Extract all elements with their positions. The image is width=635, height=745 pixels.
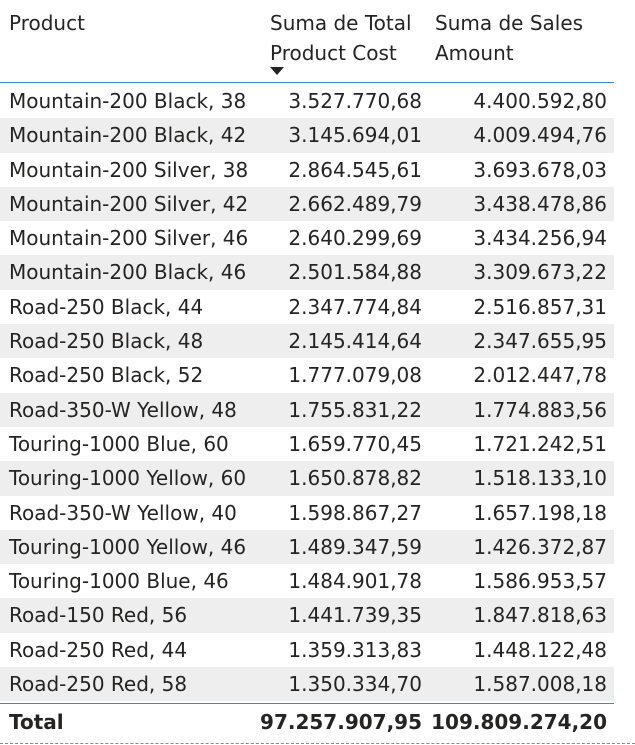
table-row[interactable]: Mountain-200 Silver, 38 2.864.545,61 3.693… [0, 153, 614, 187]
column-header-product[interactable]: Product [9, 11, 85, 35]
product-cell: Road-150 Red, 56 [9, 603, 188, 628]
table-row[interactable]: Road-350-W Yellow, 40 1.598.867,27 1.657.1… [0, 496, 614, 530]
product-cell: Road-250 Black, 48 [9, 329, 204, 354]
total-product-cost-cell: 1.441.739,35 [288, 603, 422, 628]
total-product-cost-cell: 3.527.770,68 [288, 89, 422, 113]
table-row[interactable]: Road-250 Black, 44 2.347.774,84 2.516.857,… [0, 290, 614, 324]
product-cell: Mountain-200 Silver, 46 [9, 226, 249, 251]
table-row[interactable]: Road-150 Red, 56 1.441.739,35 1.847.818,63 [0, 598, 614, 633]
product-cell: Road-250 Black, 44 [9, 294, 204, 319]
sales-amount-cell: 3.434.256,94 [473, 226, 607, 251]
visual-bottom-border [0, 743, 635, 744]
sales-amount-cell: 1.426.372,87 [473, 534, 607, 559]
product-cell: Touring-1000 Yellow, 60 [9, 466, 247, 491]
total-product-cost-cell: 1.359.313,83 [288, 637, 422, 662]
product-cell: Road-250 Black, 52 [9, 363, 204, 388]
product-cell: Mountain-200 Silver, 42 [9, 191, 249, 216]
product-cell: Touring-1000 Yellow, 46 [9, 534, 247, 559]
total-product-cost-cell: 1.659.770,45 [288, 431, 422, 456]
total-product-cost-cell: 1.650.878,82 [288, 466, 422, 491]
product-cell: Road-250 Red, 44 [9, 637, 188, 662]
table-row[interactable]: Touring-1000 Blue, 46 1.484.901,78 1.586.9… [0, 564, 614, 598]
total-product-cost-cell: 1.755.831,22 [288, 397, 422, 422]
product-cell: Touring-1000 Blue, 60 [9, 431, 229, 456]
table-row[interactable]: Road-250 Red, 58 1.350.334,70 1.587.008,18 [0, 667, 614, 702]
total-product-cost-cell: 2.662.489,79 [288, 191, 422, 216]
total-product-cost-cell: 1.489.347,59 [288, 534, 422, 559]
sales-amount-cell: 1.774.883,56 [473, 397, 607, 422]
total-product-cost: 97.257.907,95 [260, 710, 422, 734]
table-row[interactable]: Mountain-200 Black, 38 3.527.770,68 4.400.… [0, 84, 614, 118]
total-label: Total [9, 710, 64, 734]
table-row[interactable]: Road-250 Black, 52 1.777.079,08 2.012.447,… [0, 358, 614, 392]
total-product-cost-cell: 1.350.334,70 [288, 672, 422, 697]
total-product-cost-cell: 2.864.545,61 [288, 157, 422, 182]
sort-descending-icon[interactable] [270, 67, 284, 75]
product-cell: Mountain-200 Black, 42 [9, 123, 247, 148]
sales-amount-cell: 2.012.447,78 [473, 363, 607, 388]
table-row[interactable]: Touring-1000 Blue, 60 1.659.770,45 1.721.2… [0, 427, 614, 461]
product-cell: Road-350-W Yellow, 48 [9, 397, 237, 422]
sales-amount-cell: 1.586.953,57 [473, 569, 607, 594]
table-row[interactable]: Mountain-200 Black, 42 3.145.694,01 4.009.… [0, 118, 614, 153]
product-cell: Mountain-200 Silver, 38 [9, 157, 249, 182]
total-product-cost-cell: 1.484.901,78 [288, 569, 422, 594]
table-row[interactable]: Mountain-200 Silver, 42 2.662.489,79 3.438… [0, 186, 614, 222]
table-row[interactable]: Touring-1000 Yellow, 60 1.650.878,82 1.518… [0, 461, 614, 496]
sales-amount-cell: 2.516.857,31 [473, 294, 607, 319]
total-product-cost-cell: 2.347.774,84 [288, 294, 422, 319]
table-row[interactable]: Mountain-200 Silver, 46 2.640.299,69 3.434… [0, 221, 614, 255]
table-row[interactable]: Road-250 Red, 44 1.359.313,83 1.448.122,48 [0, 633, 614, 667]
total-product-cost-cell: 3.145.694,01 [288, 123, 422, 148]
table-row[interactable]: Road-350-W Yellow, 48 1.755.831,22 1.774.8… [0, 392, 614, 427]
sales-amount-cell: 1.518.133,10 [473, 466, 607, 491]
sales-amount-cell: 1.587.008,18 [473, 672, 607, 697]
table-header: Product Suma de Total Product Cost Suma … [0, 0, 614, 83]
total-product-cost-cell: 1.598.867,27 [288, 500, 422, 525]
sales-amount-cell: 1.448.122,48 [473, 637, 607, 662]
sales-amount-cell: 3.693.678,03 [473, 157, 607, 182]
total-product-cost-cell: 1.777.079,08 [288, 363, 422, 388]
total-product-cost-cell: 2.145.414,64 [288, 329, 422, 354]
product-cell: Mountain-200 Black, 46 [9, 260, 247, 285]
table-body: Mountain-200 Black, 38 3.527.770,68 4.400.… [0, 84, 614, 702]
sales-amount-cell: 3.438.478,86 [473, 191, 607, 216]
sales-amount-cell: 4.400.592,80 [473, 89, 607, 113]
product-cell: Mountain-200 Black, 38 [9, 89, 247, 113]
sales-amount-cell: 2.347.655,95 [473, 329, 607, 354]
table-row[interactable]: Touring-1000 Yellow, 46 1.489.347,59 1.426… [0, 529, 614, 565]
total-sales-amount: 109.809.274,20 [431, 710, 607, 734]
column-header-sales-amount[interactable]: Suma de Sales Amount [435, 11, 584, 65]
product-cell: Touring-1000 Blue, 46 [9, 569, 229, 594]
product-cell: Road-350-W Yellow, 40 [9, 500, 237, 525]
sales-amount-cell: 3.309.673,22 [473, 260, 607, 285]
total-product-cost-cell: 2.640.299,69 [288, 226, 422, 251]
table-row[interactable]: Mountain-200 Black, 46 2.501.584,88 3.309.… [0, 255, 614, 290]
total-row: Total 97.257.907,95 109.809.274,20 [0, 703, 614, 740]
product-cell: Road-250 Red, 58 [9, 672, 188, 697]
column-header-total-product-cost[interactable]: Suma de Total Product Cost [270, 11, 412, 65]
sales-amount-cell: 1.657.198,18 [473, 500, 607, 525]
sales-amount-cell: 1.847.818,63 [473, 603, 607, 628]
sales-amount-cell: 1.721.242,51 [473, 431, 607, 456]
table-row[interactable]: Road-250 Black, 48 2.145.414,64 2.347.655,… [0, 324, 614, 359]
sales-amount-cell: 4.009.494,76 [473, 123, 607, 148]
total-product-cost-cell: 2.501.584,88 [288, 260, 422, 285]
